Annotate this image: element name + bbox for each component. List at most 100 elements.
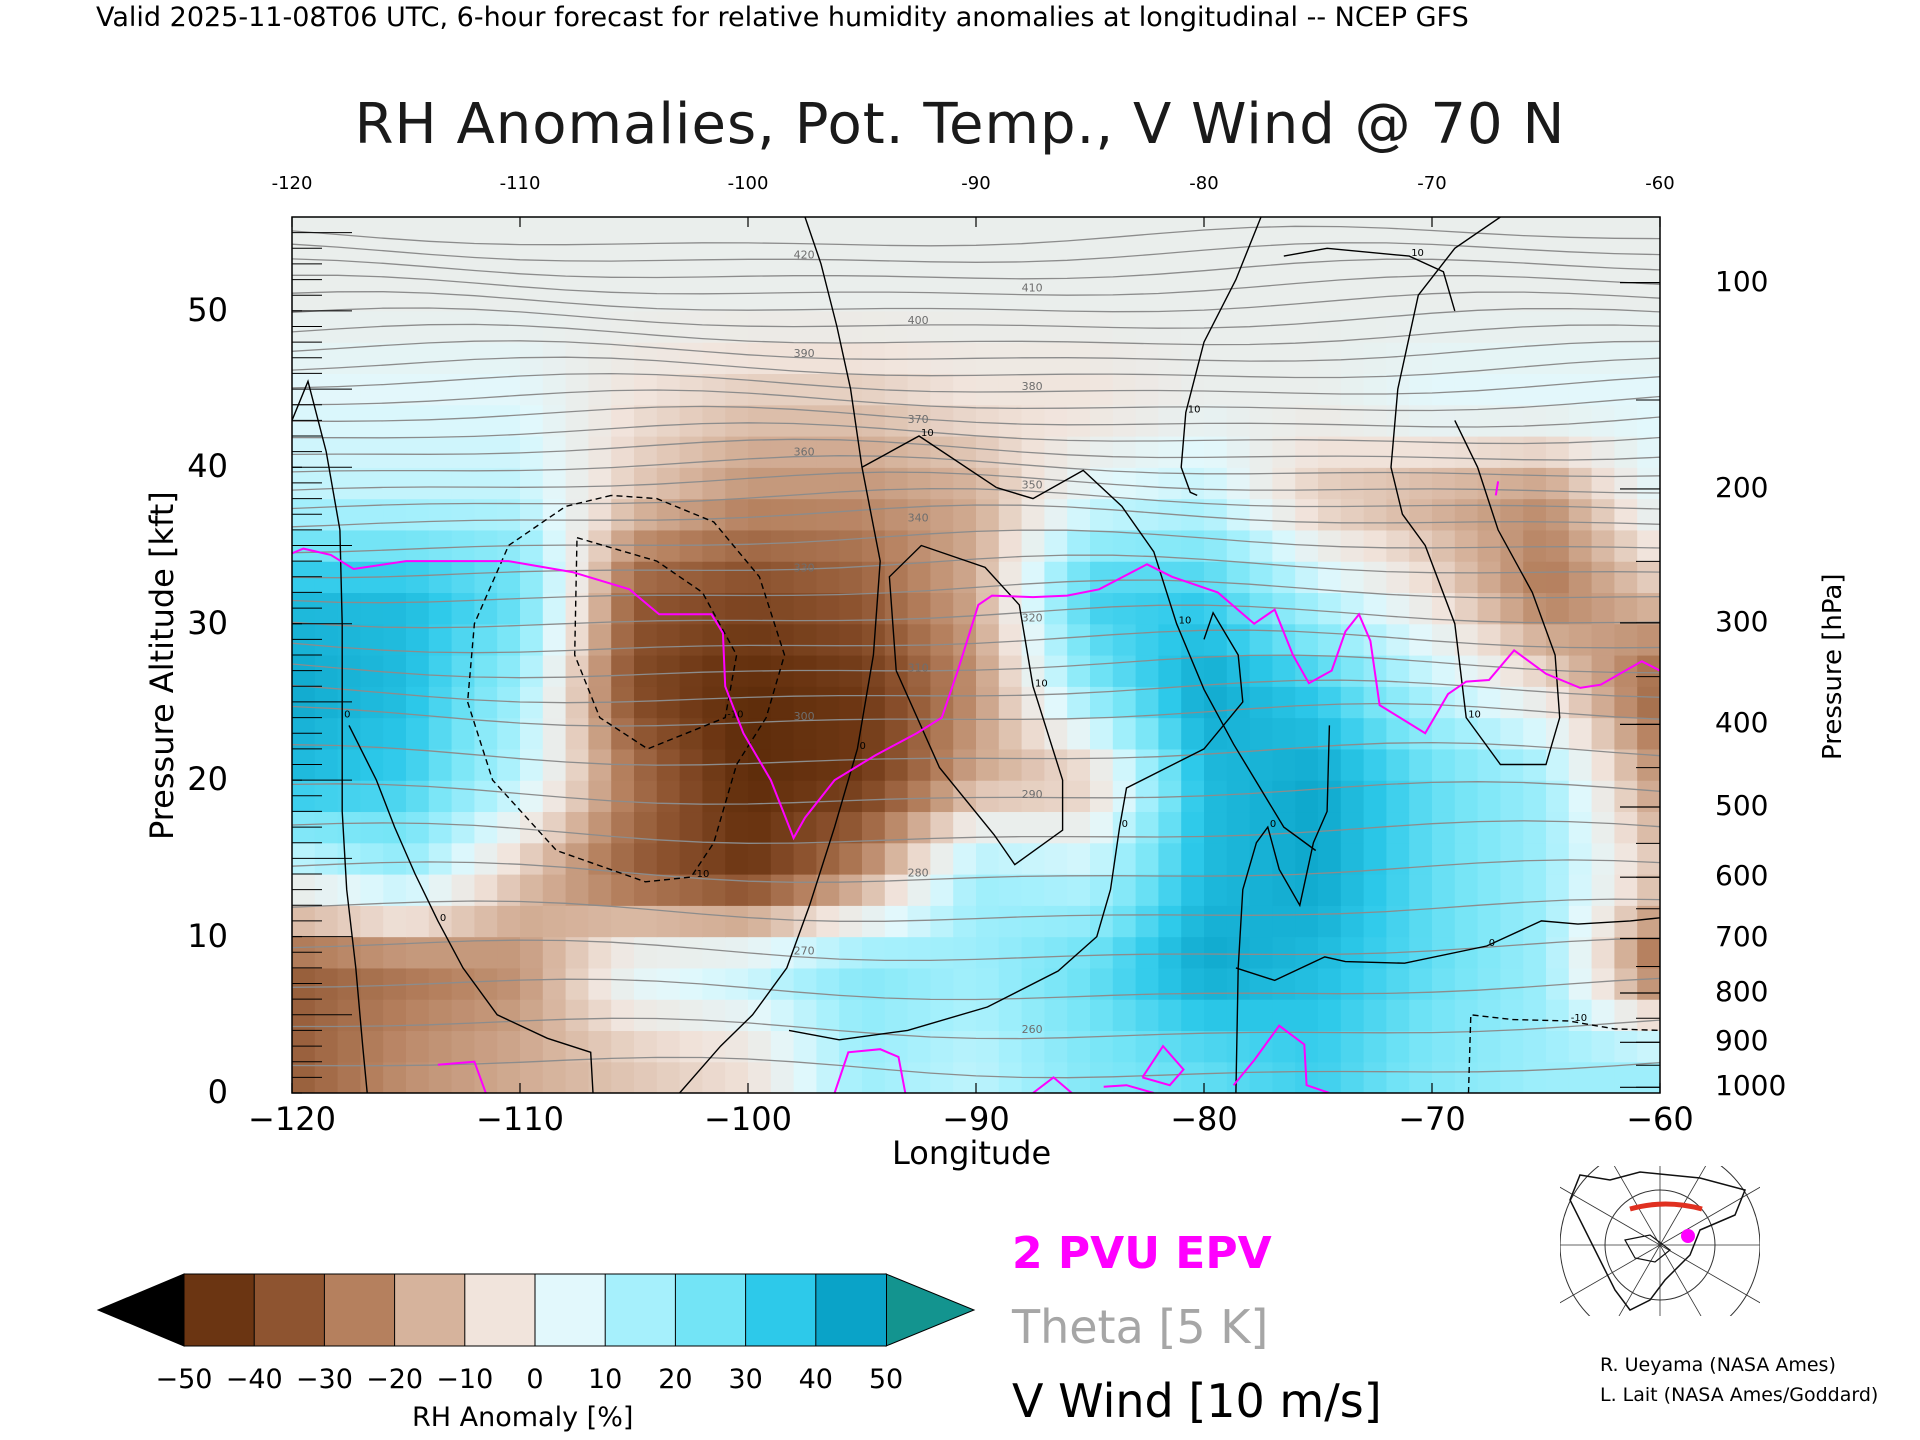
rh-cell [1340,310,1365,343]
rh-cell [1409,999,1433,1032]
rh-cell [1477,936,1501,969]
rh-cell [565,874,589,906]
rh-cell [337,655,361,687]
rh-cell [360,467,384,500]
rh-cell [702,905,726,938]
rh-cell [451,842,475,875]
rh-cell [383,780,407,813]
rh-cell [1432,342,1456,375]
rh-cell [748,436,772,468]
rh-cell [1523,717,1547,750]
rh-cell [862,748,886,781]
rh-cell [656,279,681,312]
rh-cell [816,373,840,406]
rh-cell [383,436,407,468]
rh-cell [1340,561,1365,594]
rh-cell [816,999,840,1032]
rh-cell [337,623,361,656]
rh-cell [770,561,795,594]
rh-cell [1044,248,1068,281]
rh-cell [1272,404,1296,437]
rh-cell [1637,561,1660,594]
rh-cell [679,404,703,437]
rh-cell [1181,436,1205,468]
colorbar-title: RH Anomaly [%] [412,1402,634,1433]
rh-cell [656,936,681,969]
rh-cell [1591,248,1615,281]
rh-cell [497,999,521,1032]
rh-cell [1112,404,1137,437]
rh-cell [1432,842,1456,875]
rh-cell [884,436,909,468]
rh-cell [1568,310,1593,343]
rh-cell [1204,529,1228,562]
x-tick-label: −110 [476,1100,564,1138]
vwind-line [788,611,1244,1041]
rh-cell [1295,217,1319,249]
rh-cell [1181,936,1205,969]
rh-cell [1272,967,1296,1000]
rh-cell [748,373,772,406]
rh-cell [679,310,703,343]
rh-cell [930,373,954,406]
rh-cell [1249,310,1273,343]
rh-cell [1204,623,1228,656]
rh-cell [337,780,361,813]
rh-cell [383,310,407,343]
rh-cell [1454,842,1479,875]
rh-cell [474,999,498,1032]
rh-cell [428,310,453,343]
rh-cell [474,1061,498,1093]
rh-cell [337,248,361,281]
rh-cell [1112,1030,1137,1063]
rh-cell [702,623,726,656]
rh-cell [1204,999,1228,1032]
rh-cell [1477,686,1501,719]
rh-cell [634,279,658,312]
rh-cell [725,310,749,343]
rh-cell [1318,498,1342,531]
vwind-negative-line [1467,1014,1660,1093]
rh-cell [1568,561,1593,594]
rh-cell [451,780,475,813]
rh-cell [1181,842,1205,875]
rh-cell [337,1030,361,1063]
rh-cell [1637,655,1660,687]
rh-cell [907,748,931,781]
rh-cell [428,936,453,969]
rh-cell [1386,498,1410,531]
rh-cell [1568,999,1593,1032]
rh-cell [565,967,589,1000]
rh-cell [1067,217,1091,249]
rh-cell [1432,592,1456,625]
rh-cell [428,717,453,750]
rh-cell [634,498,658,531]
rh-cell [1067,623,1091,656]
rh-cell [1523,1061,1547,1093]
rh-cell [998,1030,1023,1063]
rh-cell [816,686,840,719]
rh-cell [748,498,772,531]
rh-cell [862,686,886,719]
rh-cell [1112,1061,1137,1093]
rh-cell [1295,373,1319,406]
rh-cell [907,623,931,656]
rh-cell [1409,279,1433,312]
rh-cell [1090,1030,1114,1063]
rh-cell [748,529,772,562]
rh-cell [1546,967,1570,1000]
theta-label: 330 [794,561,815,574]
rh-cell [656,373,681,406]
rh-cell [428,748,453,781]
rh-cell [930,248,954,281]
rh-cell [1614,1030,1638,1063]
theta-line [292,604,1660,629]
theta-line [292,741,1660,766]
inset-meridian [1560,1186,1661,1246]
rh-cell [1386,842,1410,875]
rh-cell [862,592,886,625]
rh-cell [611,310,635,343]
rh-cell [1477,842,1501,875]
rh-cell [1318,404,1342,437]
rh-cell [1295,279,1319,312]
